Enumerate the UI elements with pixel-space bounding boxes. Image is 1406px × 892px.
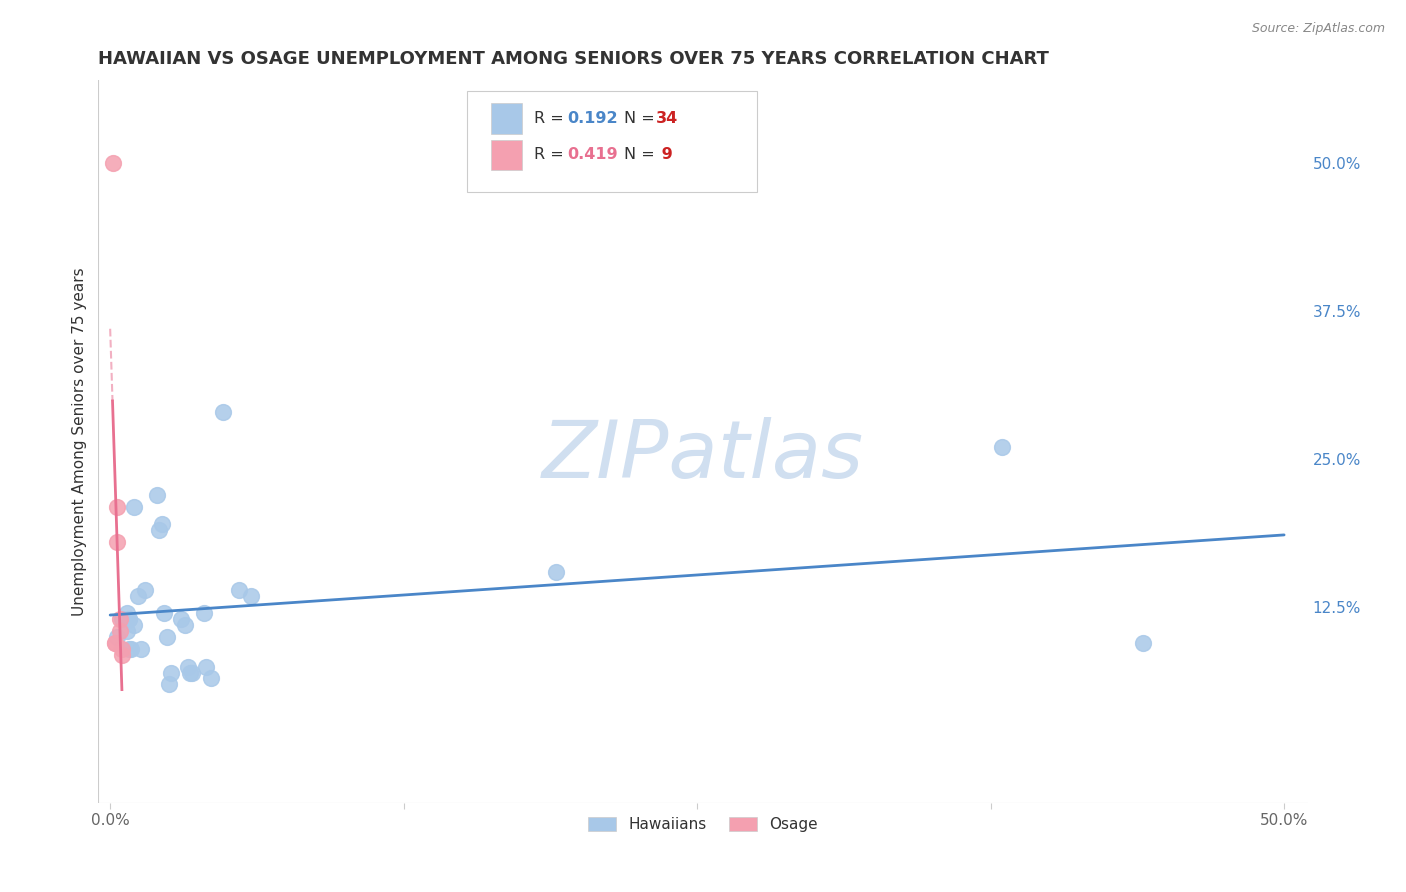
Point (1132, 636, 1154, 650)
Point (134, 582, 156, 597)
Point (546, 565, 568, 579)
Point (155, 630, 177, 644)
Point (148, 524, 170, 538)
Text: ZIPatlas: ZIPatlas (541, 417, 865, 495)
Point (127, 589, 149, 603)
Point (108, 624, 131, 638)
Point (129, 641, 152, 656)
Point (195, 659, 218, 673)
Text: N =: N = (624, 147, 661, 162)
Text: R =: R = (534, 147, 568, 162)
Point (150, 517, 173, 532)
Text: 34: 34 (655, 112, 678, 126)
Point (157, 677, 180, 691)
Point (120, 641, 142, 656)
Point (169, 612, 191, 626)
Point (115, 624, 138, 638)
Point (118, 641, 141, 656)
FancyBboxPatch shape (492, 139, 522, 169)
Point (240, 589, 263, 603)
Point (200, 672, 222, 686)
Point (176, 659, 198, 673)
Point (193, 607, 215, 621)
FancyBboxPatch shape (467, 91, 758, 193)
Point (153, 607, 176, 621)
Point (174, 618, 197, 632)
FancyBboxPatch shape (492, 103, 522, 134)
Text: 0.192: 0.192 (568, 112, 619, 126)
Point (105, 535, 128, 549)
Point (101, 156, 124, 170)
Text: R =: R = (534, 112, 568, 126)
Point (991, 441, 1014, 455)
Point (111, 648, 134, 662)
Point (160, 665, 183, 680)
Point (181, 665, 204, 680)
Y-axis label: Unemployment Among Seniors over 75 years: Unemployment Among Seniors over 75 years (72, 268, 87, 615)
Point (212, 405, 235, 419)
Text: N =: N = (624, 112, 661, 126)
Point (122, 500, 145, 514)
Point (108, 612, 131, 626)
Point (111, 641, 134, 656)
Text: HAWAIIAN VS OSAGE UNEMPLOYMENT AMONG SENIORS OVER 75 YEARS CORRELATION CHART: HAWAIIAN VS OSAGE UNEMPLOYMENT AMONG SEN… (98, 50, 1049, 68)
Point (104, 636, 127, 650)
Point (118, 612, 141, 626)
Point (104, 636, 127, 650)
Point (179, 665, 201, 680)
Legend: Hawaiians, Osage: Hawaiians, Osage (582, 811, 824, 838)
Point (122, 618, 145, 632)
Point (105, 630, 128, 644)
Text: 9: 9 (655, 147, 672, 162)
Text: 0.419: 0.419 (568, 147, 619, 162)
Point (115, 607, 138, 621)
Text: Source: ZipAtlas.com: Source: ZipAtlas.com (1251, 22, 1385, 36)
Point (146, 488, 169, 502)
Point (118, 612, 141, 626)
Point (228, 582, 250, 597)
Point (111, 612, 134, 626)
Point (105, 500, 128, 514)
